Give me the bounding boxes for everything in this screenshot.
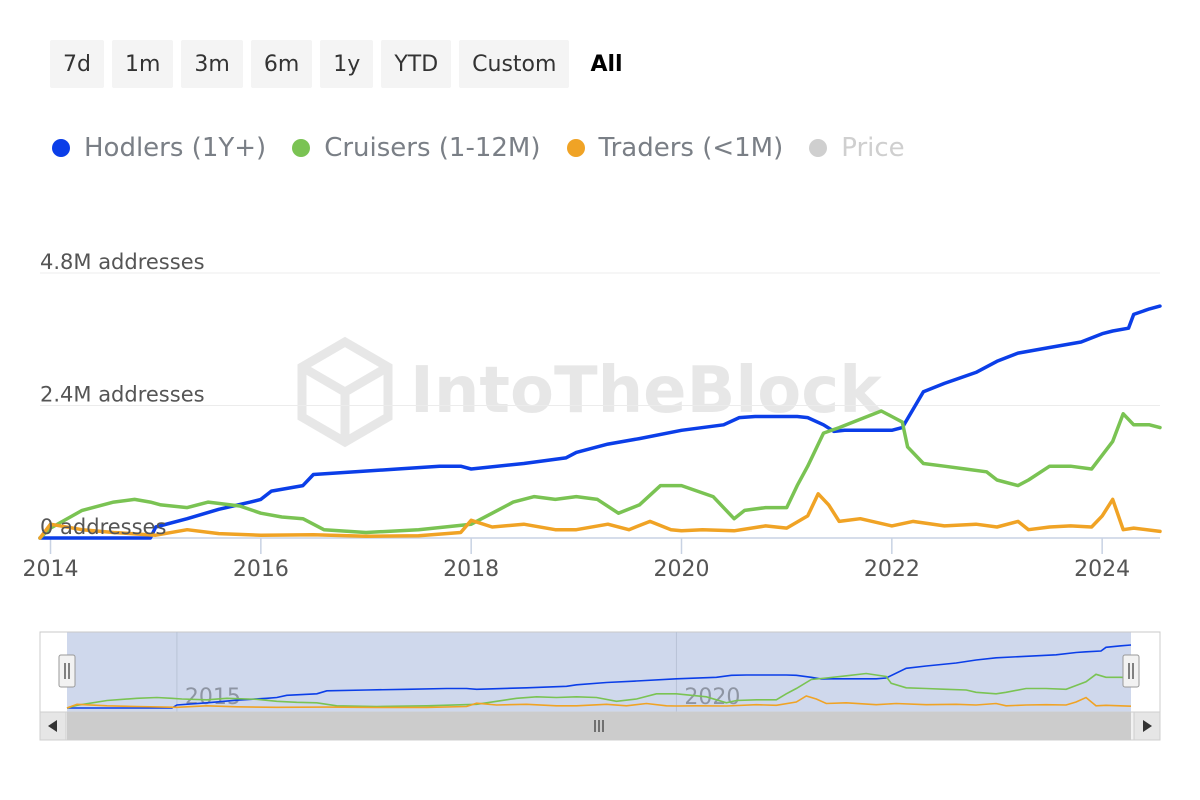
series-line-1	[38, 409, 1162, 540]
range-button-all[interactable]: All	[590, 51, 623, 77]
range-button-ytd[interactable]: YTD	[381, 40, 452, 88]
range-selector: 7d 1m 3m 6m 1y YTD Custom All	[50, 40, 636, 88]
triangle-right-icon	[1143, 720, 1152, 732]
legend-label: Traders (<1M)	[598, 133, 784, 163]
range-button-1m[interactable]: 1m	[111, 40, 174, 88]
legend-marker-icon	[52, 139, 70, 157]
legend-item-0[interactable]: Hodlers (1Y+)	[52, 133, 266, 163]
x-axis: 2014 2016 2018 2020 2022 2024	[23, 537, 1160, 582]
legend-marker-icon	[809, 139, 828, 157]
scroll-left-button[interactable]	[39, 711, 67, 741]
grid	[40, 272, 1160, 406]
legend-marker-icon	[292, 139, 311, 157]
legend-item-1[interactable]: Cruisers (1-12M)	[292, 133, 541, 163]
x-tick-label: 2024	[1074, 557, 1130, 582]
navigator-series-line-0	[67, 644, 1132, 709]
y-tick-label: 2.4M addresses	[40, 383, 205, 407]
range-button-7d[interactable]: 7d	[50, 40, 104, 88]
series-line-0	[38, 304, 1162, 540]
watermark-logo-icon	[297, 336, 393, 448]
handle-body[interactable]	[58, 654, 76, 688]
legend-marker-icon	[566, 139, 585, 157]
legend-item-3[interactable]: Price	[809, 133, 905, 163]
navigator-series-line-1	[66, 672, 1132, 709]
navigator-handle-left[interactable]	[58, 654, 76, 688]
navigator-handle-right[interactable]	[1122, 654, 1140, 688]
watermark: IntoTheBlock	[297, 336, 883, 448]
legend-label: Hodlers (1Y+)	[84, 133, 267, 163]
x-tick-label: 2022	[864, 557, 920, 582]
y-tick-label: 0 addresses	[40, 515, 166, 539]
x-tick-label: 2016	[233, 557, 289, 582]
y-tick-label: 4.8M addresses	[40, 250, 205, 274]
navigator[interactable]: 2015 2020	[39, 631, 1161, 741]
navigator-series-line-2	[66, 695, 1132, 709]
y-axis: 0 addresses 2.4M addresses 4.8M addresses	[40, 250, 205, 539]
legend: Hodlers (1Y+) Cruisers (1-12M) Traders (<1…	[52, 133, 905, 163]
legend-item-2[interactable]: Traders (<1M)	[566, 133, 784, 163]
series-group	[38, 304, 1162, 540]
watermark-text: IntoTheBlock	[410, 354, 883, 428]
handle-body[interactable]	[1122, 654, 1140, 688]
legend-label: Cruisers (1-12M)	[324, 133, 541, 163]
range-button-6m[interactable]: 6m	[250, 40, 313, 88]
range-button-custom[interactable]: Custom	[459, 40, 570, 88]
x-tick-label: 2014	[23, 557, 79, 582]
series-line-2	[38, 492, 1162, 540]
x-tick-label: 2018	[443, 557, 499, 582]
range-button-3m[interactable]: 3m	[181, 40, 243, 88]
range-button-1y[interactable]: 1y	[320, 40, 374, 88]
x-tick-label: 2020	[654, 557, 710, 582]
legend-label: Price	[841, 133, 905, 163]
triangle-left-icon	[48, 720, 57, 732]
